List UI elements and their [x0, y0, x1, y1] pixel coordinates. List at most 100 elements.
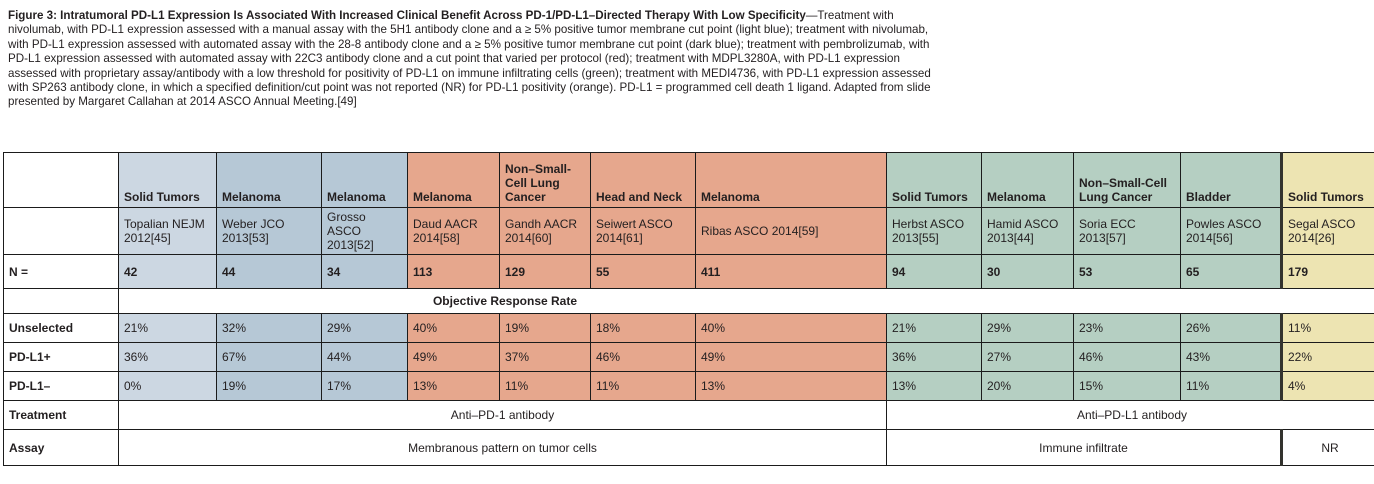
- treatment-anti-pdl1-cell: Anti–PD-L1 antibody: [886, 400, 1374, 430]
- empty-label-cell: [3, 288, 119, 314]
- orr-value-cell: 17%: [321, 371, 408, 401]
- tumor-type-cell: Non–Small-Cell Lung Cancer: [1073, 152, 1181, 208]
- study-cell: Segal ASCO 2014[26]: [1280, 207, 1374, 255]
- row-label-assay: Assay: [3, 429, 119, 466]
- orr-value-cell: 29%: [981, 313, 1074, 343]
- orr-value-cell: 43%: [1180, 342, 1282, 372]
- study-cell: Soria ECC 2013[57]: [1073, 207, 1181, 255]
- n-cell: 42: [118, 254, 217, 289]
- pdl1-expression-table: Solid Tumors Melanoma Melanoma Melanoma …: [3, 152, 1374, 466]
- orr-value-cell: 32%: [216, 313, 322, 343]
- n-cell: 34: [321, 254, 408, 289]
- tumor-type-cell: Melanoma: [695, 152, 887, 208]
- tumor-type-cell: Bladder: [1180, 152, 1282, 208]
- n-cell: 179: [1280, 254, 1374, 289]
- unselected-row: Unselected 21% 32% 29% 40% 19% 18% 40% 2…: [3, 313, 1374, 343]
- orr-value-cell: 11%: [1280, 313, 1374, 343]
- row-label-unselected: Unselected: [3, 313, 119, 343]
- empty-label-cell: [3, 207, 119, 255]
- n-cell: 30: [981, 254, 1074, 289]
- study-cell: Weber JCO 2013[53]: [216, 207, 322, 255]
- orr-value-cell: 46%: [1073, 342, 1181, 372]
- study-cell: Grosso ASCO 2013[52]: [321, 207, 408, 255]
- study-cell: Powles ASCO 2014[56]: [1180, 207, 1282, 255]
- study-row: Topalian NEJM 2012[45] Weber JCO 2013[53…: [3, 207, 1374, 255]
- n-cell: 44: [216, 254, 322, 289]
- orr-value-cell: 26%: [1180, 313, 1282, 343]
- orr-value-cell: 49%: [407, 342, 500, 372]
- orr-value-cell: 67%: [216, 342, 322, 372]
- n-cell: 53: [1073, 254, 1181, 289]
- row-label-treatment: Treatment: [3, 400, 119, 430]
- tumor-type-cell: Solid Tumors: [886, 152, 982, 208]
- orr-value-cell: 36%: [118, 342, 217, 372]
- orr-value-cell: 29%: [321, 313, 408, 343]
- tumor-type-cell: Solid Tumors: [1280, 152, 1374, 208]
- treatment-anti-pd1-cell: Anti–PD-1 antibody: [118, 400, 887, 430]
- n-cell: 113: [407, 254, 500, 289]
- row-label-n: N =: [3, 254, 119, 289]
- tumor-type-cell: Melanoma: [981, 152, 1074, 208]
- tumor-type-cell: Melanoma: [216, 152, 322, 208]
- assay-nr-cell: NR: [1280, 429, 1374, 466]
- orr-value-cell: 21%: [886, 313, 982, 343]
- orr-value-cell: 27%: [981, 342, 1074, 372]
- orr-value-cell: 49%: [695, 342, 887, 372]
- study-cell: Ribas ASCO 2014[59]: [695, 207, 887, 255]
- study-cell: Gandh AACR 2014[60]: [499, 207, 591, 255]
- assay-row: Assay Membranous pattern on tumor cells …: [3, 429, 1374, 466]
- assay-immune-infiltrate-cell: Immune infiltrate: [886, 429, 1282, 466]
- orr-value-cell: 11%: [499, 371, 591, 401]
- orr-value-cell: 15%: [1073, 371, 1181, 401]
- orr-value-cell: 37%: [499, 342, 591, 372]
- study-cell: Hamid ASCO 2013[44]: [981, 207, 1074, 255]
- orr-value-cell: 18%: [590, 313, 696, 343]
- row-label-pdl1-neg: PD-L1–: [3, 371, 119, 401]
- orr-value-cell: 46%: [590, 342, 696, 372]
- orr-value-cell: 11%: [590, 371, 696, 401]
- study-cell: Seiwert ASCO 2014[61]: [590, 207, 696, 255]
- study-cell: Herbst ASCO 2013[55]: [886, 207, 982, 255]
- orr-value-cell: 20%: [981, 371, 1074, 401]
- n-cell: 411: [695, 254, 887, 289]
- orr-value-cell: 19%: [216, 371, 322, 401]
- orr-value-cell: 40%: [407, 313, 500, 343]
- pdl1-negative-row: PD-L1– 0% 19% 17% 13% 11% 11% 13% 13% 20…: [3, 371, 1374, 401]
- row-label-pdl1-pos: PD-L1+: [3, 342, 119, 372]
- orr-banner: Objective Response Rate: [118, 288, 1374, 314]
- study-cell: Topalian NEJM 2012[45]: [118, 207, 217, 255]
- orr-value-cell: 23%: [1073, 313, 1181, 343]
- figure-caption-body: —Treatment with nivolumab, with PD-L1 ex…: [8, 9, 931, 109]
- tumor-type-cell: Melanoma: [321, 152, 408, 208]
- tumor-type-row: Solid Tumors Melanoma Melanoma Melanoma …: [3, 152, 1374, 208]
- orr-value-cell: 40%: [695, 313, 887, 343]
- n-cell: 65: [1180, 254, 1282, 289]
- orr-value-cell: 36%: [886, 342, 982, 372]
- orr-value-cell: 0%: [118, 371, 217, 401]
- figure-caption: Figure 3: Intratumoral PD-L1 Expression …: [8, 9, 938, 110]
- orr-value-cell: 19%: [499, 313, 591, 343]
- orr-value-cell: 13%: [407, 371, 500, 401]
- data-table-wrapper: Solid Tumors Melanoma Melanoma Melanoma …: [3, 152, 1374, 466]
- tumor-type-cell: Head and Neck: [590, 152, 696, 208]
- tumor-type-cell: Solid Tumors: [118, 152, 217, 208]
- orr-value-cell: 44%: [321, 342, 408, 372]
- figure-caption-title: Figure 3: Intratumoral PD-L1 Expression …: [8, 9, 806, 22]
- orr-banner-row: Objective Response Rate: [3, 288, 1374, 314]
- orr-value-cell: 4%: [1280, 371, 1374, 401]
- assay-membranous-cell: Membranous pattern on tumor cells: [118, 429, 887, 466]
- n-row: N = 42 44 34 113 129 55 411 94 30 53 65 …: [3, 254, 1374, 289]
- tumor-type-cell: Non–Small-Cell Lung Cancer: [499, 152, 591, 208]
- pdl1-positive-row: PD-L1+ 36% 67% 44% 49% 37% 46% 49% 36% 2…: [3, 342, 1374, 372]
- orr-value-cell: 22%: [1280, 342, 1374, 372]
- orr-value-cell: 13%: [886, 371, 982, 401]
- orr-value-cell: 21%: [118, 313, 217, 343]
- tumor-type-cell: Melanoma: [407, 152, 500, 208]
- treatment-row: Treatment Anti–PD-1 antibody Anti–PD-L1 …: [3, 400, 1374, 430]
- study-cell: Daud AACR 2014[58]: [407, 207, 500, 255]
- n-cell: 94: [886, 254, 982, 289]
- corner-cell: [3, 152, 119, 208]
- orr-value-cell: 11%: [1180, 371, 1282, 401]
- n-cell: 129: [499, 254, 591, 289]
